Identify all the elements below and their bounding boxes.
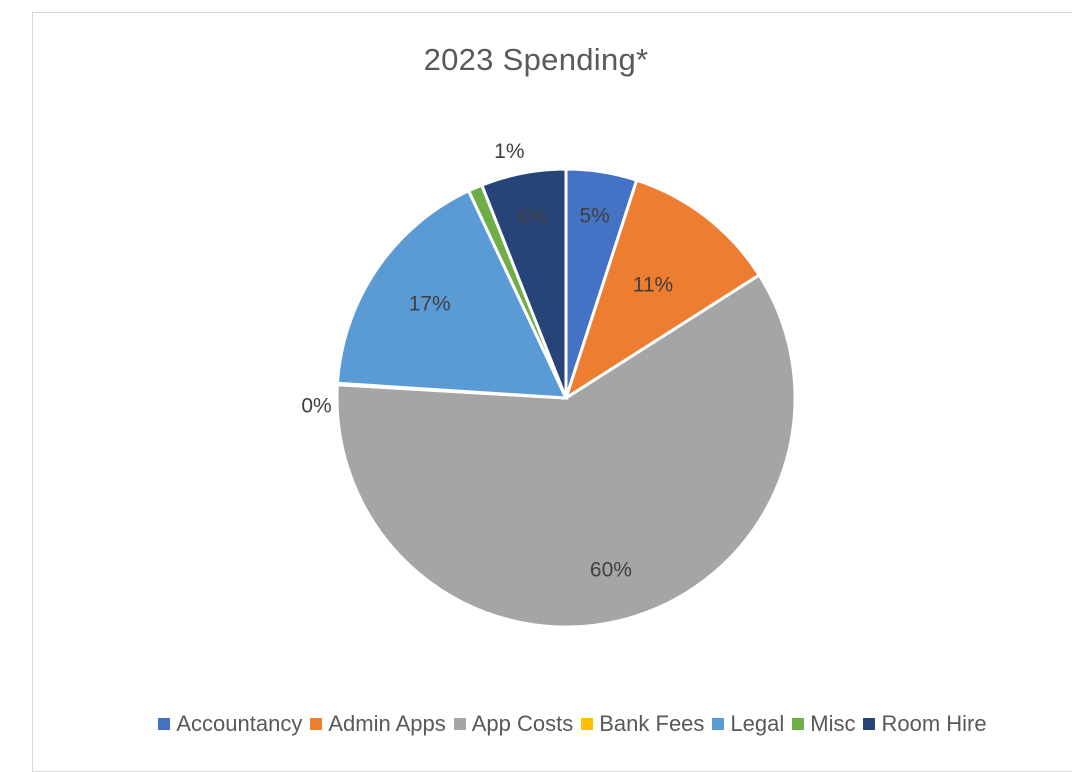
data-label-room-hire: 6% (517, 206, 547, 229)
legend-label: Room Hire (881, 711, 987, 736)
data-label-app-costs: 60% (590, 558, 632, 581)
data-label-accountancy: 5% (579, 205, 609, 228)
legend-label: Legal (730, 711, 785, 736)
data-label-admin-apps: 11% (633, 273, 673, 296)
legend-item-app-costs: App Costs (453, 711, 574, 737)
legend-item-accountancy: Accountancy (158, 711, 302, 737)
legend-item-bank-fees: Bank Fees (581, 711, 704, 737)
legend-swatch (863, 718, 876, 730)
legend-swatch (158, 718, 171, 730)
chart-title: 2023 Spending* (423, 42, 649, 77)
legend-swatch (453, 718, 466, 730)
legend-label: Admin Apps (328, 711, 446, 736)
legend-item-legal: Legal (712, 711, 784, 737)
chart-legend: Accountancy Admin Apps App Costs Bank Fees L… (0, 711, 1072, 737)
legend-label: Misc (810, 711, 856, 736)
pie-slice-app-costs (335, 273, 797, 629)
legend-item-admin-apps: Admin Apps (310, 711, 446, 737)
pie-slice-legal (335, 188, 569, 400)
legend-label: Accountancy (176, 711, 303, 736)
legend-swatch (712, 718, 725, 730)
pie-slice-admin-apps (563, 178, 762, 402)
legend-label: App Costs (471, 711, 574, 736)
data-label-bank-fees: 0% (301, 394, 331, 417)
legend-swatch (792, 718, 805, 730)
legend-label: Bank Fees (599, 711, 705, 736)
legend-swatch (310, 718, 323, 730)
legend-item-misc: Misc (792, 711, 855, 737)
data-label-misc: 1% (494, 140, 524, 163)
pie-slice-room-hire (479, 167, 568, 399)
legend-swatch (581, 718, 594, 730)
data-label-legal: 17% (409, 293, 451, 316)
legend-item-room-hire: Room Hire (863, 711, 987, 737)
